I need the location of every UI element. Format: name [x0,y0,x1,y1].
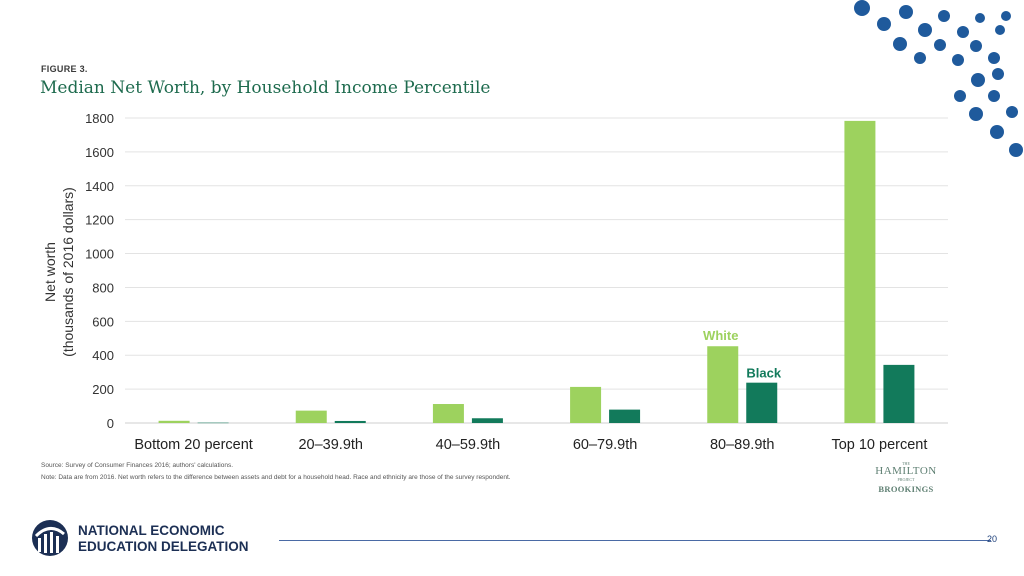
bar-white [844,120,876,423]
chart-title: Median Net Worth, by Household Income Pe… [40,78,491,98]
bar-black [609,409,641,423]
bar-white [707,346,739,423]
source-note: Source: Survey of Consumer Finances 2016… [41,462,234,469]
decorative-dot [995,25,1005,35]
decorative-dot [992,68,1004,80]
decorative-dot [975,13,985,23]
x-tick-label: 60–79.9th [573,437,638,453]
legend-label-white: White [703,328,738,343]
y-tick-label: 400 [92,348,114,363]
page-number: 20 [987,534,998,544]
bar-black [471,418,503,423]
bar-white [570,386,602,423]
footer-divider [279,540,991,541]
decorative-dot [1001,11,1011,21]
hamilton-brookings-logo: THE HAMILTON PROJECT BROOKINGS [875,461,937,494]
decorative-dot [1006,106,1018,118]
decorative-dot [957,26,969,38]
y-tick-label: 800 [92,280,114,295]
organization-name: NATIONAL ECONOMIC EDUCATION DELEGATION [78,523,249,554]
y-tick-label: 1800 [85,111,114,126]
decorative-dot [952,54,964,66]
bar-black [883,364,915,423]
y-axis-label-units: (thousands of 2016 dollars) [60,187,76,357]
x-tick-label: 40–59.9th [436,437,501,453]
decorative-dot [899,5,913,19]
data-note: Note: Data are from 2016. Net worth refe… [41,474,511,481]
decorative-dot [988,52,1000,64]
x-tick-label: 80–89.9th [710,437,775,453]
x-tick-label: Top 10 percent [831,437,927,453]
decorative-dot [970,40,982,52]
y-tick-label: 1600 [85,145,114,160]
decorative-dot [969,107,983,121]
x-tick-label: Bottom 20 percent [134,437,253,453]
decorative-dot [854,0,870,16]
legend-label-black: Black [746,366,781,381]
figure-label: FIGURE 3. [41,64,88,74]
y-tick-label: 1000 [85,247,114,262]
decorative-dot [918,23,932,37]
bar-white [295,410,327,423]
decorative-dot [1009,143,1023,157]
bar-black [197,422,229,424]
decorative-dot [877,17,891,31]
y-tick-label: 1200 [85,213,114,228]
decorative-dot [990,125,1004,139]
decorative-dot [934,39,946,51]
bar-black [334,420,366,423]
y-tick-label: 200 [92,382,114,397]
decorative-dot [971,73,985,87]
y-tick-label: 600 [92,314,114,329]
decorative-dot [914,52,926,64]
decorative-dot [938,10,950,22]
bar-black [746,382,778,423]
decorative-dot [893,37,907,51]
y-axis-label: Net worth [42,242,58,302]
bar-white [432,404,464,423]
decorative-dot [954,90,966,102]
column-logo-icon [32,520,68,556]
y-tick-label: 1400 [85,179,114,194]
y-tick-label: 0 [107,416,114,431]
x-tick-label: 20–39.9th [298,437,363,453]
decorative-dot [988,90,1000,102]
bar-white [158,420,190,423]
